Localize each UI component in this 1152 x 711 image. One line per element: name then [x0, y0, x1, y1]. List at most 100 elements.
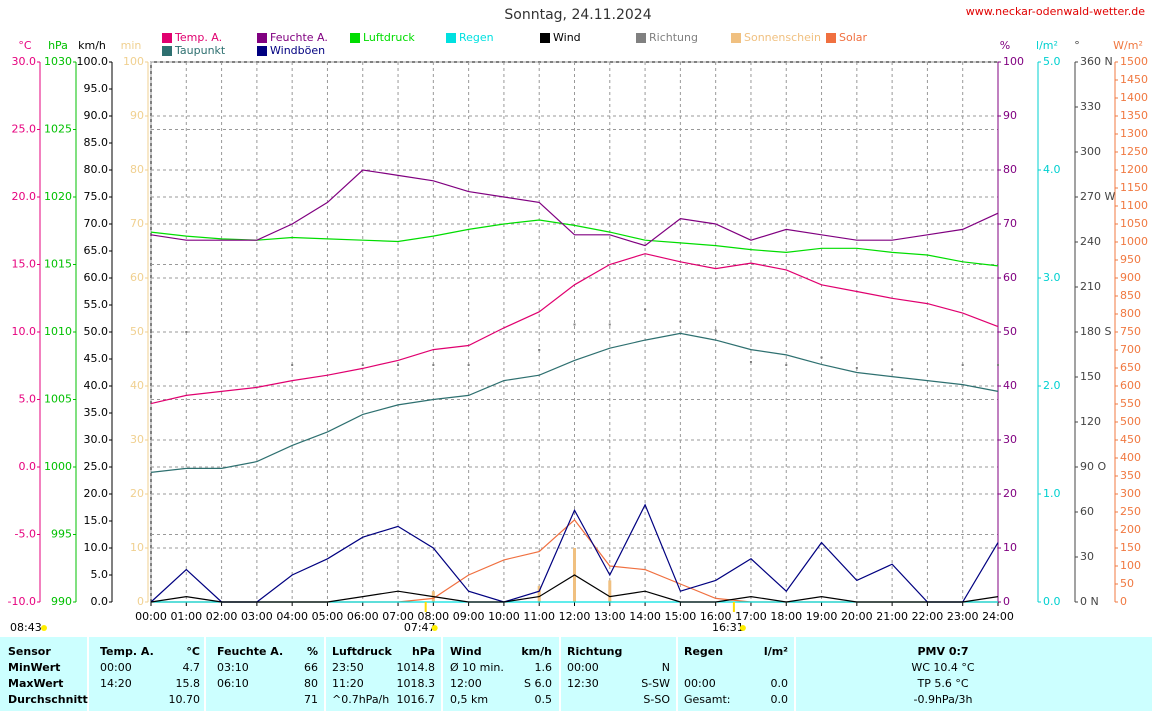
table-cell: 23:50	[332, 661, 364, 674]
y-tick-label: 55.0	[84, 298, 109, 311]
table-cell: 1014.8	[397, 661, 436, 674]
sun-icon	[431, 625, 438, 631]
axis-title: °C	[18, 39, 32, 52]
series-line	[150, 503, 999, 603]
direction-dot	[573, 323, 576, 326]
y-tick-label: 40	[1003, 379, 1017, 392]
legend-swatch	[350, 33, 360, 43]
direction-dot	[961, 364, 964, 366]
x-tick-label: 05:00	[312, 610, 344, 623]
y-tick-label: 1450	[1120, 73, 1148, 86]
y-tick-label: 1300	[1120, 127, 1148, 140]
y-tick-label: 20	[130, 487, 144, 500]
sun-icon	[739, 625, 746, 631]
legend-swatch	[540, 33, 550, 43]
y-tick-label: 60	[130, 271, 144, 284]
x-tick-label: 18:00	[770, 610, 802, 623]
table-cell: 06:10	[217, 677, 249, 690]
y-tick-label: 90	[1003, 109, 1017, 122]
y-tick-label: 30	[130, 433, 144, 446]
direction-dot	[785, 364, 788, 366]
direction-dot	[820, 356, 823, 359]
table-cell: 11:20	[332, 677, 364, 690]
y-tick-label: 20.0	[12, 190, 37, 203]
direction-dot	[397, 364, 400, 366]
legend-label: Taupunkt	[174, 44, 226, 57]
y-tick-label: 60	[1003, 271, 1017, 284]
table-cell: TP 5.6 °C	[916, 677, 968, 690]
x-tick-label: 21:00	[876, 610, 908, 623]
y-tick-label: 1350	[1120, 109, 1148, 122]
direction-dot	[432, 364, 435, 366]
y-tick-label: 150	[1080, 370, 1101, 383]
y-tick-label: 300	[1080, 145, 1101, 158]
y-tick-label: 850	[1120, 289, 1141, 302]
table-cell: Wind	[450, 645, 482, 658]
y-tick-label: 1030	[44, 55, 72, 68]
y-tick-label: 25.0	[12, 123, 37, 136]
table-cell: °C	[186, 645, 200, 658]
series-line	[150, 574, 999, 603]
x-tick-label: 12:00	[559, 610, 591, 623]
table-cell: S-SW	[641, 677, 670, 690]
y-tick-label: 80	[1003, 163, 1017, 176]
table-cell: Temp. A.	[100, 645, 154, 658]
y-tick-label: 270 W	[1080, 190, 1115, 203]
legend-label: Regen	[459, 31, 494, 44]
y-tick-label: 75.0	[84, 190, 109, 203]
y-tick-label: 45.0	[84, 352, 109, 365]
direction-dot	[538, 349, 541, 351]
x-tick-label: 22:00	[912, 610, 944, 623]
table-cell: 15.8	[176, 677, 201, 690]
axis-title: °	[1074, 39, 1080, 52]
table-cell: 0.0	[771, 693, 789, 706]
direction-dot	[644, 308, 647, 311]
table-cell: Ø 10 min.	[450, 661, 504, 674]
table-cell: Durchschnitt	[8, 693, 88, 706]
table-cell: WC 10.4 °C	[911, 661, 975, 674]
legend-swatch	[257, 46, 267, 56]
table-cell: Feuchte A.	[217, 645, 283, 658]
y-tick-label: 250	[1120, 505, 1141, 518]
legend-swatch	[162, 33, 172, 43]
table-cell: Sensor	[8, 645, 51, 658]
table-cell: 1.6	[535, 661, 553, 674]
y-tick-label: 300	[1120, 487, 1141, 500]
x-tick-label: 14:00	[629, 610, 661, 623]
x-tick-label: 17:00	[735, 610, 767, 623]
y-tick-label: 90	[130, 109, 144, 122]
table-cell: km/h	[521, 645, 552, 658]
y-tick-label: 330	[1080, 100, 1101, 113]
y-tick-label: 100.0	[77, 55, 109, 68]
x-tick-label: 02:00	[206, 610, 238, 623]
y-tick-label: 210	[1080, 280, 1101, 293]
x-tick-label: 20:00	[841, 610, 873, 623]
y-tick-label: 2.0	[1043, 379, 1061, 392]
y-tick-label: 0.0	[91, 595, 109, 608]
sun-icon	[41, 625, 47, 631]
x-tick-label: 15:00	[665, 610, 697, 623]
x-tick-label: 10:00	[488, 610, 520, 623]
y-tick-label: 20.0	[84, 487, 109, 500]
table-cell: 12:30	[567, 677, 599, 690]
table-cell: 10.70	[169, 693, 201, 706]
x-tick-label: 16:00	[700, 610, 732, 623]
y-tick-label: 50	[1120, 577, 1134, 590]
y-tick-label: 750	[1120, 325, 1141, 338]
y-tick-label: 40.0	[84, 379, 109, 392]
y-tick-label: 1025	[44, 123, 72, 136]
x-tick-label: 03:00	[241, 610, 273, 623]
x-tick-label: 11:00	[523, 610, 555, 623]
y-tick-label: 10	[1003, 541, 1017, 554]
table-cell: -0.9hPa/3h	[914, 693, 973, 706]
legend-label: Temp. A.	[174, 31, 222, 44]
y-tick-label: -5.0	[15, 528, 36, 541]
x-tick-label: 07:00	[382, 610, 414, 623]
legend-label: Solar	[839, 31, 868, 44]
x-tick-label: 09:00	[453, 610, 485, 623]
table-cell: Richtung	[567, 645, 622, 658]
y-tick-label: 500	[1120, 415, 1141, 428]
y-tick-label: 400	[1120, 451, 1141, 464]
table-cell: ^0.7hPa/h	[332, 693, 389, 706]
axis-title: min	[121, 39, 142, 52]
